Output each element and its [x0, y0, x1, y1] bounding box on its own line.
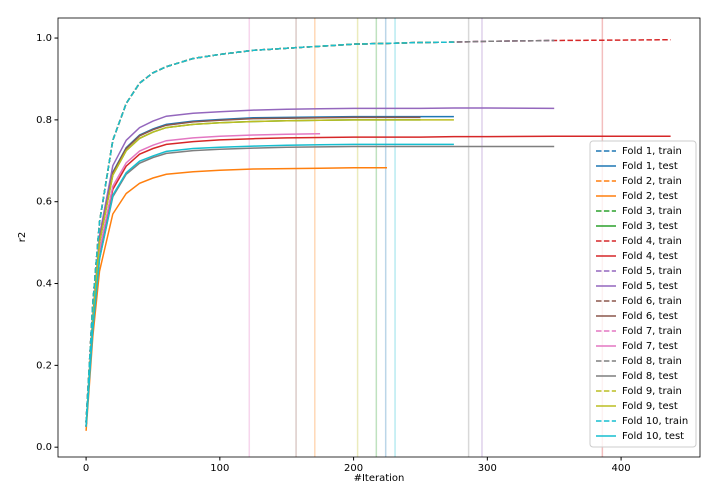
- legend-label: Fold 1, train: [622, 146, 682, 157]
- series-line: [85, 38, 671, 423]
- legend-label: Fold 3, test: [622, 221, 678, 232]
- legend-label: Fold 8, train: [622, 356, 682, 367]
- legend-label: Fold 5, test: [622, 281, 678, 292]
- legend-label: Fold 10, test: [622, 431, 684, 442]
- legend-label: Fold 4, train: [622, 236, 682, 247]
- series-line: [85, 42, 388, 423]
- legend-label: Fold 9, train: [622, 386, 682, 397]
- x-tick-label: 300: [478, 463, 497, 474]
- series-line: [85, 39, 555, 423]
- x-tick-label: 0: [83, 463, 89, 474]
- series-line: [85, 143, 454, 427]
- y-tick-label: 0.0: [36, 442, 52, 453]
- legend-label: Fold 3, train: [622, 206, 682, 217]
- y-tick-label: 0.8: [36, 115, 52, 126]
- series-line: [85, 41, 421, 423]
- legend-label: Fold 7, test: [622, 341, 678, 352]
- y-tick-label: 0.4: [36, 279, 52, 290]
- series-line: [85, 45, 321, 423]
- legend-label: Fold 6, test: [622, 311, 678, 322]
- series-line: [85, 41, 454, 423]
- series-line: [85, 135, 671, 427]
- y-axis-label: r2: [17, 232, 28, 242]
- plot-frame: [57, 17, 701, 458]
- legend-label: Fold 5, train: [622, 266, 682, 277]
- series-line: [85, 41, 421, 423]
- legend-label: Fold 2, test: [622, 191, 678, 202]
- series-line: [85, 166, 387, 431]
- series-line: [85, 133, 321, 427]
- legend-label: Fold 1, test: [622, 161, 678, 172]
- y-tick-label: 1.0: [36, 33, 52, 44]
- series-line: [85, 145, 555, 427]
- x-tick-label: 400: [612, 463, 631, 474]
- legend-label: Fold 10, train: [622, 416, 688, 427]
- legend-label: Fold 2, train: [622, 176, 682, 187]
- legend-box: [589, 140, 697, 448]
- series-line: [85, 119, 454, 427]
- y-tick-label: 0.2: [36, 360, 52, 371]
- x-tick-label: 200: [344, 463, 363, 474]
- series-line: [85, 39, 555, 423]
- legend-label: Fold 6, train: [622, 296, 682, 307]
- x-tick-label: 100: [210, 463, 229, 474]
- series-line: [85, 107, 555, 427]
- x-axis-label: #Iteration: [354, 473, 405, 484]
- series-line: [85, 41, 454, 423]
- legend-label: Fold 8, test: [622, 371, 678, 382]
- y-tick-label: 0.6: [36, 197, 52, 208]
- series-line: [85, 41, 454, 423]
- legend-label: Fold 7, train: [622, 326, 682, 337]
- legend-label: Fold 9, test: [622, 401, 678, 412]
- legend-label: Fold 4, test: [622, 251, 678, 262]
